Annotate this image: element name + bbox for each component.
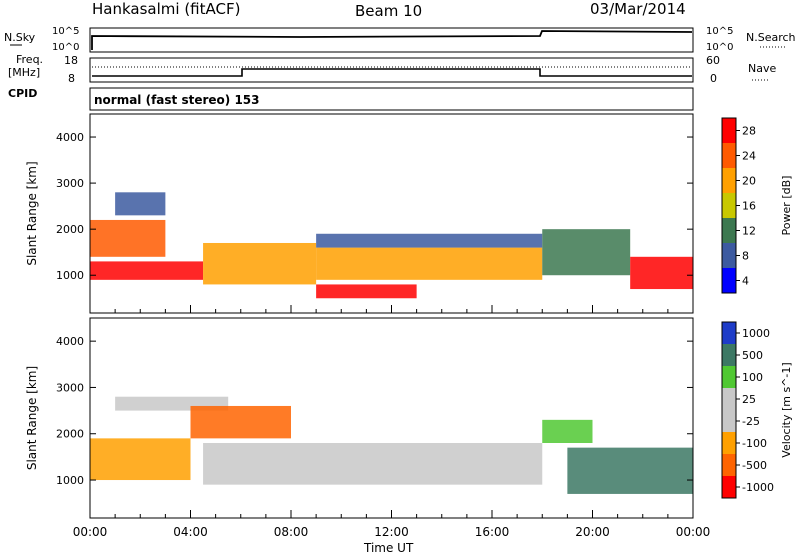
colorbar-cell	[722, 432, 736, 454]
colorbar-cell	[722, 454, 736, 476]
colorbar-cell	[722, 118, 736, 143]
noise-right-tick-bottom: 10^0	[706, 42, 733, 53]
nave-label: Nave	[748, 62, 776, 75]
colorbar-tick-label: 24	[742, 150, 756, 163]
colorbar-cell	[722, 344, 736, 366]
colorbar-tick-label: 12	[742, 225, 756, 238]
data-band-1	[203, 242, 317, 285]
colorbar-cell	[722, 268, 736, 293]
colorbar-tick-label: 28	[742, 125, 756, 138]
data-band-6	[630, 256, 693, 290]
data-band-3	[316, 247, 543, 280]
data-band-5	[567, 447, 693, 494]
y-tick-label: 2000	[56, 223, 84, 236]
freq-right-tick-top: 60	[706, 54, 720, 67]
colorbar-tick-label: 20	[742, 175, 756, 188]
freq-right-tick-bottom: 0	[710, 72, 717, 85]
freq-trace	[92, 68, 692, 77]
data-band-7	[90, 219, 166, 257]
cpid-program: normal (fast stereo) 153	[94, 93, 260, 107]
data-band-5	[542, 229, 631, 276]
data-band-2	[316, 284, 417, 299]
colorbar-frame	[721, 321, 737, 499]
x-tick-label: 00:00	[676, 525, 711, 539]
colorbar-cell	[722, 410, 736, 432]
x-axis-title: Time UT	[363, 541, 414, 554]
colorbar-cell	[722, 476, 736, 498]
freq-label-2: [MHz]	[8, 66, 40, 79]
colorbar-tick-label: -500	[742, 459, 767, 472]
y-tick-label: 4000	[56, 131, 84, 144]
data-band-8	[115, 192, 166, 216]
data-band-0	[90, 261, 204, 280]
y-tick-label: 4000	[56, 335, 84, 348]
cpid-frame	[89, 87, 694, 111]
noise-left-label: N.Sky	[4, 31, 36, 44]
panel-frame	[89, 113, 694, 314]
colorbar-cell	[722, 168, 736, 193]
colorbar-tick-label: 1000	[742, 327, 770, 340]
y-tick-label: 1000	[56, 269, 84, 282]
x-tick-label: 00:00	[73, 525, 108, 539]
colorbar-title: Power [dB]	[780, 176, 793, 236]
freq-label-1: Freq.	[16, 53, 43, 66]
colorbar-cell	[722, 143, 736, 168]
colorbar-cell	[722, 193, 736, 218]
colorbar-tick-label: 16	[742, 200, 756, 213]
noise-right-tick-top: 10^5	[706, 26, 733, 37]
power-panel: 1000 2000 3000 4000 Slant Range [km] 28 24 20 16…	[25, 113, 793, 314]
data-band-3	[90, 438, 191, 481]
cpid-label: CPID	[8, 87, 37, 100]
colorbar-cell	[722, 322, 736, 344]
noise-sky-trace	[91, 30, 693, 50]
noise-left-tick-bottom: 10^0	[52, 42, 79, 53]
colorbar-tick-label: 4	[742, 275, 749, 288]
noise-left-tick-top: 10^5	[52, 26, 79, 37]
colorbar-tick-label: -25	[742, 415, 760, 428]
colorbar-tick-label: 8	[742, 250, 749, 263]
time-axis: 00:00 04:00 08:00 12:00 16:00 20:00 00:00	[73, 525, 711, 539]
y-tick-label: 1000	[56, 474, 84, 487]
y-axis-title: Slant Range [km]	[25, 161, 39, 265]
data-band-0	[203, 443, 543, 485]
x-tick-label: 08:00	[274, 525, 309, 539]
colorbar-tick-label: 100	[742, 371, 763, 384]
x-tick-label: 12:00	[374, 525, 409, 539]
date-label: 03/Mar/2014	[590, 0, 686, 18]
colorbar-cell	[722, 366, 736, 388]
noise-right-label: N.Search	[746, 31, 796, 44]
colorbar-tick-label: 25	[742, 393, 756, 406]
y-tick-label: 3000	[56, 381, 84, 394]
x-tick-label: 16:00	[475, 525, 510, 539]
freq-left-tick-top: 18	[64, 54, 78, 67]
beam-label: Beam 10	[355, 2, 422, 20]
colorbar-tick-label: 500	[742, 349, 763, 362]
noise-panel-frame	[89, 27, 694, 53]
y-tick-label: 2000	[56, 428, 84, 441]
colorbar-cell	[722, 243, 736, 268]
data-band-4	[542, 419, 593, 443]
colorbar-tick-label: -1000	[742, 481, 774, 494]
station-title: Hankasalmi (fitACF)	[92, 0, 240, 18]
x-tick-label: 04:00	[173, 525, 208, 539]
colorbar-cell	[722, 218, 736, 243]
data-band-4	[316, 233, 543, 248]
colorbar-tick-label: -100	[742, 437, 767, 450]
freq-panel-frame	[89, 57, 694, 83]
velocity-panel: 1000 2000 3000 4000 Slant Range [km] 1000 500 1…	[25, 317, 793, 519]
colorbar-cell	[722, 388, 736, 410]
y-tick-label: 3000	[56, 177, 84, 190]
data-band-2	[190, 405, 291, 439]
freq-left-tick-bottom: 8	[68, 72, 75, 85]
y-axis-title: Slant Range [km]	[25, 366, 39, 470]
x-tick-label: 20:00	[575, 525, 610, 539]
colorbar-title: Velocity [m s^-1]	[780, 362, 793, 457]
